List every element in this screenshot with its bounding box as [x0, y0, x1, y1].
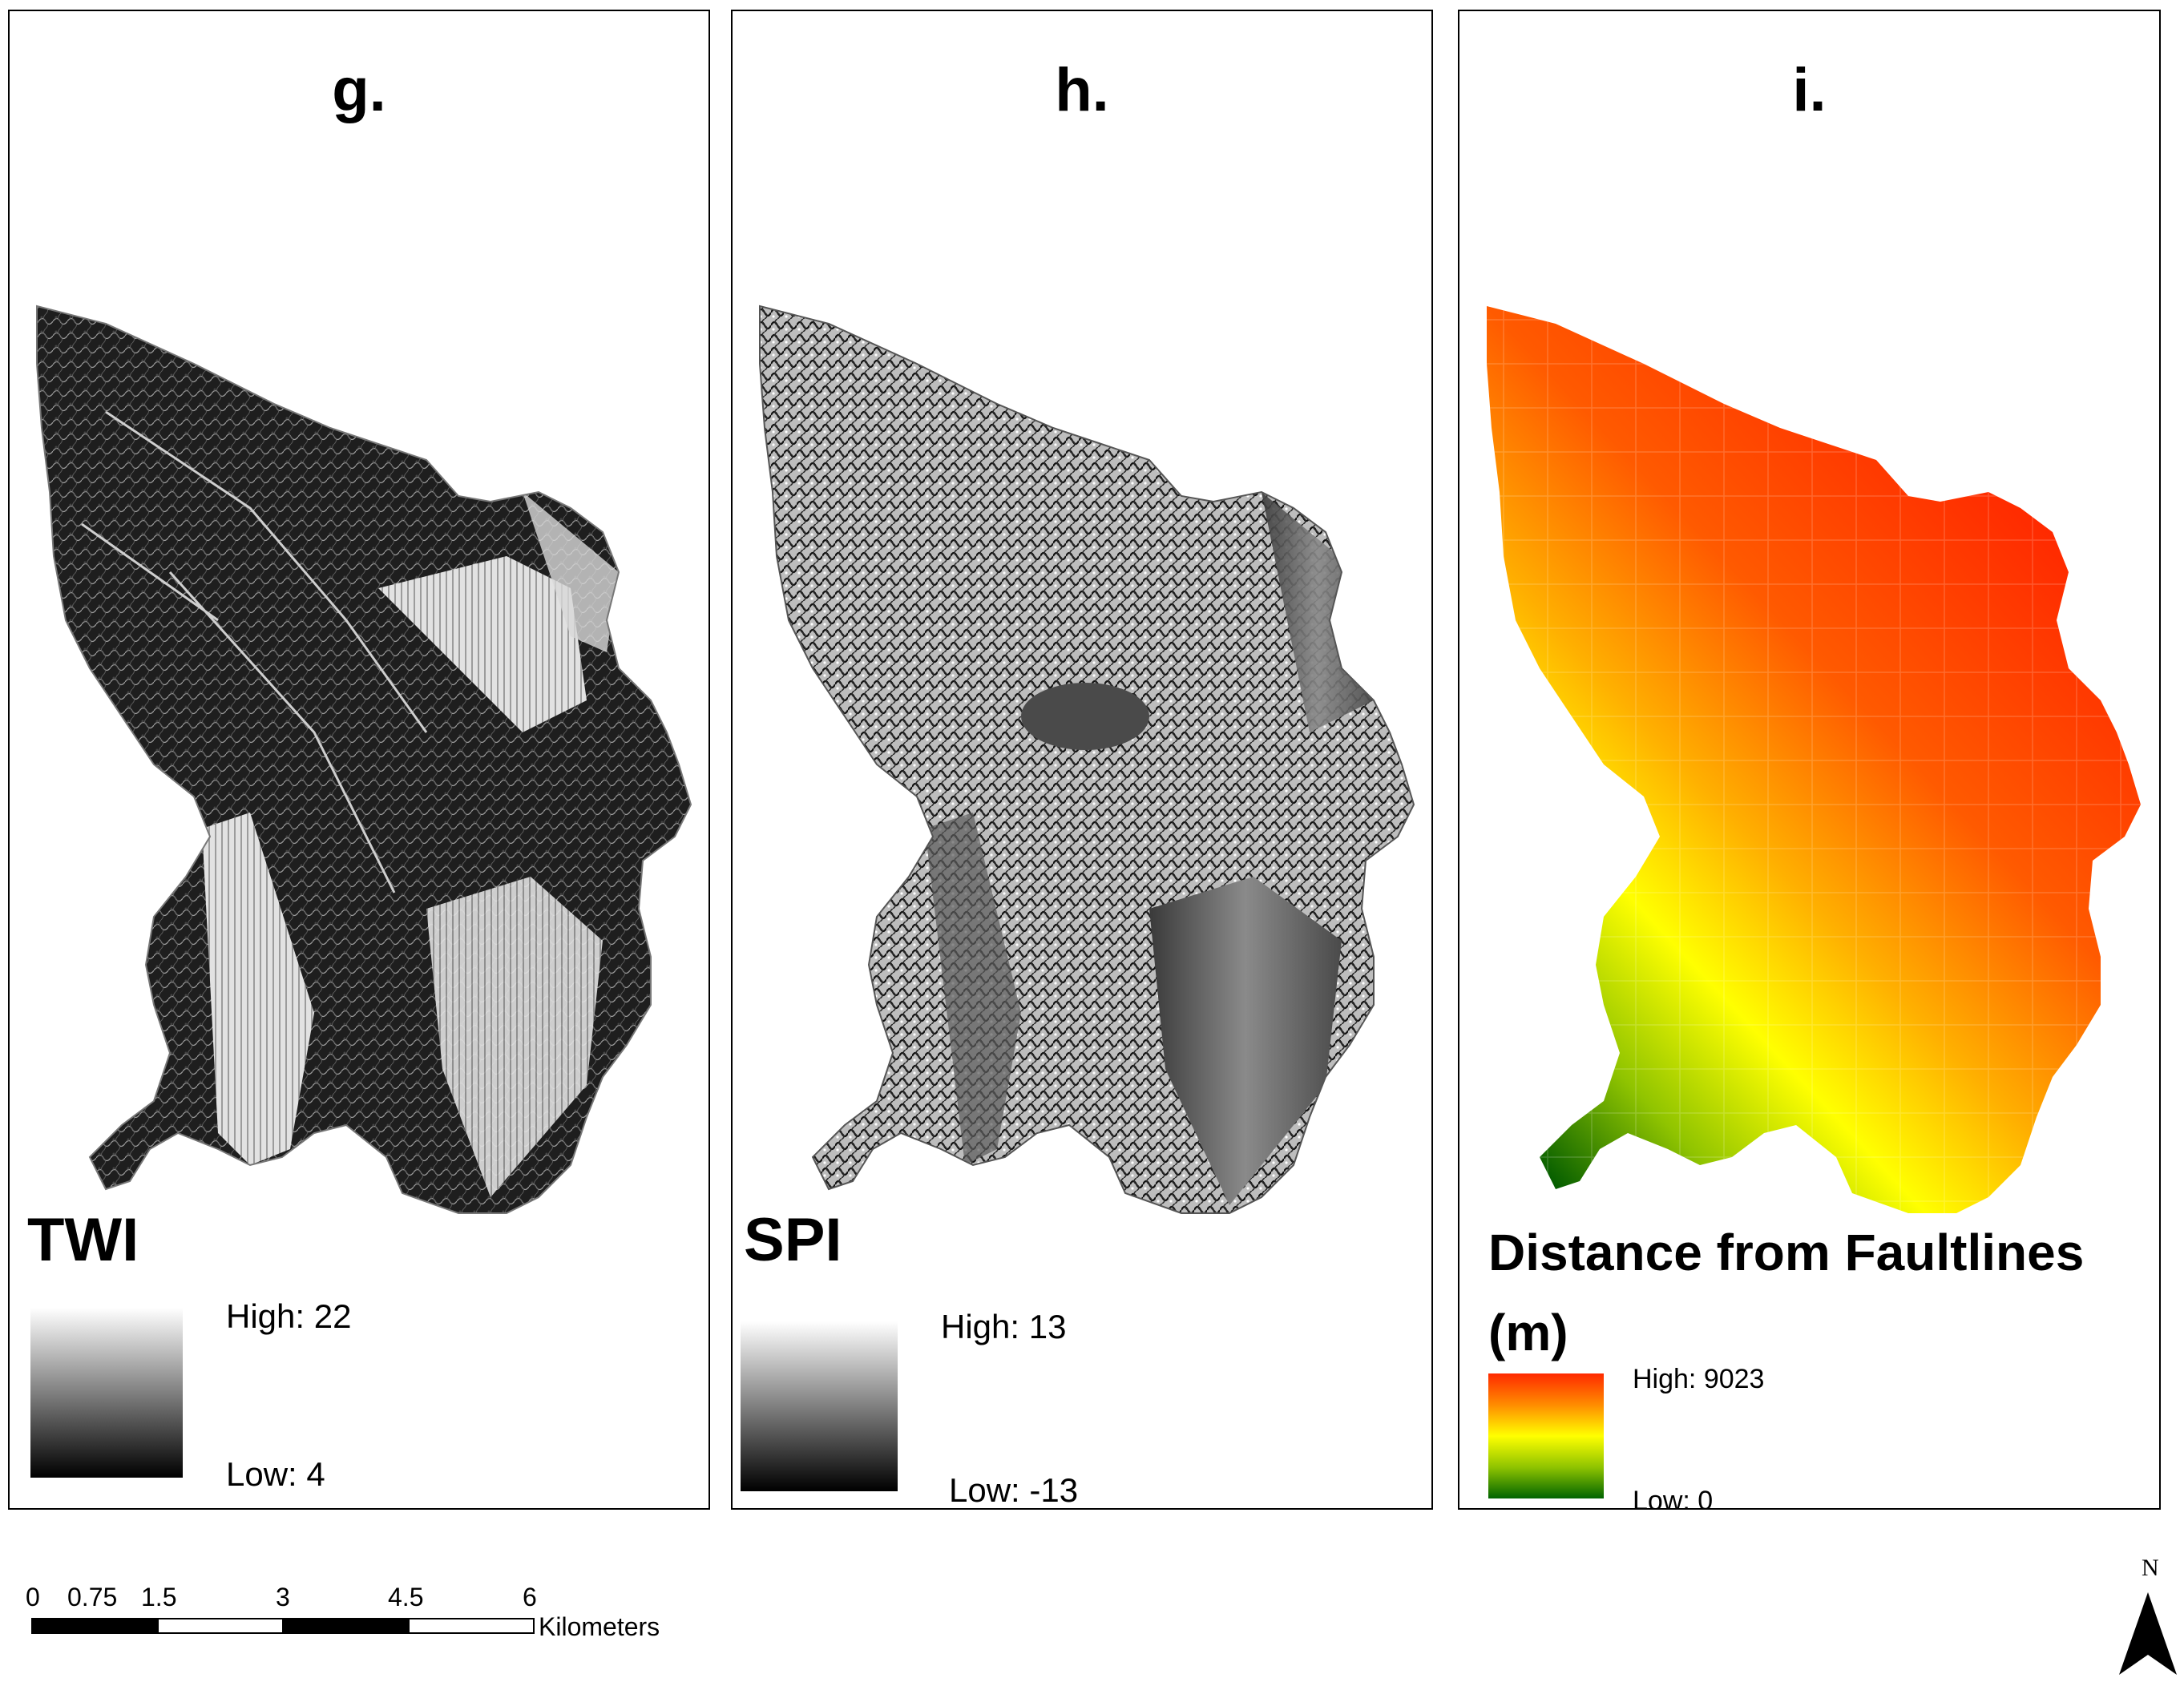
panel-letter: i. [1792, 56, 1827, 124]
scale-tick-label: 6 [523, 1583, 537, 1611]
legend-high-label: High: 13 [941, 1308, 1067, 1345]
legend-title: Distance from Faultlines [1488, 1224, 2085, 1281]
map-panel-fault-distance: i. Distance from Faultlines (m) [1458, 10, 2161, 1510]
legend-color-ramp [741, 1321, 898, 1491]
scale-unit-label: Kilometers [539, 1612, 660, 1641]
legend-color-ramp [30, 1308, 183, 1478]
scale-tick-label: 0.75 [67, 1583, 118, 1611]
scale-tick-label: 3 [276, 1583, 290, 1611]
panel-letter: h. [1055, 56, 1109, 124]
legend-low-label: Low: 4 [226, 1455, 325, 1493]
scale-tick-label: 0 [26, 1583, 40, 1611]
north-arrow-icon [2119, 1592, 2177, 1675]
panel-letter: g. [332, 56, 386, 124]
spi-map [759, 305, 1415, 1214]
legend-title-unit: (m) [1488, 1304, 1568, 1361]
legend-high-label: High: 22 [226, 1297, 352, 1335]
map-panel-twi: g. TWI [8, 10, 710, 1510]
scale-tick-label: 4.5 [388, 1583, 424, 1611]
twi-map [36, 305, 692, 1214]
scale-tick-label: 1.5 [141, 1583, 177, 1611]
legend-color-ramp [1488, 1373, 1604, 1498]
legend-high-label: High: 9023 [1633, 1364, 1765, 1394]
legend-low-label: Low: 0 [1633, 1486, 1714, 1510]
north-label: N [2142, 1555, 2159, 1581]
map-panel-spi: h. SPI [731, 10, 1433, 1510]
fault-distance-map [1487, 306, 2141, 1213]
legend-title: TWI [27, 1206, 139, 1274]
legend-title: SPI [744, 1206, 842, 1274]
legend-low-label: Low: -13 [949, 1471, 1079, 1509]
